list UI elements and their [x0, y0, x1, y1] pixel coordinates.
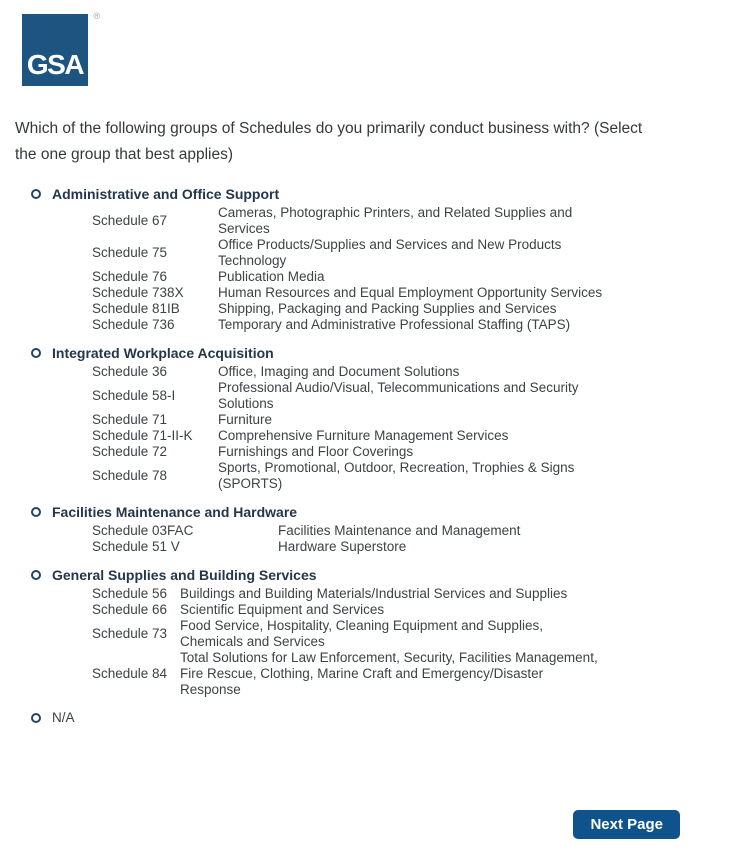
option-row: Integrated Workplace Acquisition	[0, 345, 750, 361]
schedule-code: Schedule 84	[92, 666, 168, 681]
schedule-row: Schedule 78 Sports, Promotional, Outdoor…	[92, 460, 578, 492]
schedule-row: Schedule 75 Office Products/Supplies and…	[92, 237, 602, 269]
schedule-row: Schedule 56 Buildings and Building Mater…	[92, 586, 598, 602]
footer: Next Page	[0, 810, 750, 839]
gsa-logo-square: GSA	[22, 14, 88, 86]
schedule-row: Schedule 36 Office, Imaging and Document…	[92, 364, 578, 380]
schedule-code: Schedule 36	[92, 364, 168, 379]
schedule-code: Schedule 736	[92, 317, 175, 332]
schedule-code: Schedule 03FAC	[92, 523, 194, 538]
radio-integrated-workplace[interactable]	[31, 348, 41, 358]
group-label: Facilities Maintenance and Hardware	[52, 504, 298, 520]
schedule-desc: Human Resources and Equal Employment Opp…	[218, 285, 603, 300]
schedule-row: Schedule 81IB Shipping, Packaging and Pa…	[92, 301, 602, 317]
schedule-code: Schedule 58-I	[92, 388, 176, 403]
schedule-table: Schedule 56 Buildings and Building Mater…	[92, 586, 598, 698]
schedule-desc: Furnishings and Floor Coverings	[218, 444, 414, 459]
schedule-row: Schedule 51 V Hardware Superstore	[92, 539, 520, 555]
schedule-desc: Publication Media	[218, 269, 325, 284]
schedule-row: Schedule 67 Cameras, Photographic Printe…	[92, 205, 602, 237]
schedule-code: Schedule 66	[92, 602, 168, 617]
schedule-desc: Facilities Maintenance and Management	[278, 523, 521, 538]
schedule-desc: Professional Audio/Visual, Telecommunica…	[218, 380, 579, 411]
radio-facilities[interactable]	[31, 507, 41, 517]
option-row: General Supplies and Building Services	[0, 567, 750, 583]
options-list: Administrative and Office Support Schedu…	[0, 186, 750, 726]
schedule-table: Schedule 03FAC Facilities Maintenance an…	[92, 523, 520, 555]
schedule-desc: Scientific Equipment and Services	[180, 602, 385, 617]
schedule-row: Schedule 71 Furniture	[92, 412, 578, 428]
schedule-row: Schedule 84 Total Solutions for Law Enfo…	[92, 650, 598, 698]
schedule-desc: Furniture	[218, 412, 273, 427]
option-group-general-supplies: General Supplies and Building Services S…	[0, 567, 750, 698]
schedule-code: Schedule 71	[92, 412, 168, 427]
schedule-desc: Sports, Promotional, Outdoor, Recreation…	[218, 460, 575, 491]
schedule-code: Schedule 67	[92, 213, 168, 228]
schedule-code: Schedule 73	[92, 626, 168, 641]
next-page-button[interactable]: Next Page	[573, 810, 680, 839]
option-group-facilities: Facilities Maintenance and Hardware Sche…	[0, 504, 750, 555]
radio-general-supplies[interactable]	[31, 570, 41, 580]
schedule-code: Schedule 51 V	[92, 539, 180, 554]
option-group-integrated-workplace: Integrated Workplace Acquisition Schedul…	[0, 345, 750, 492]
schedule-desc: Buildings and Building Materials/Industr…	[180, 586, 568, 601]
registered-trademark-symbol: ®	[93, 11, 100, 21]
option-group-na: N/A	[0, 710, 750, 726]
schedule-row: Schedule 03FAC Facilities Maintenance an…	[92, 523, 520, 539]
schedule-code: Schedule 56	[92, 586, 168, 601]
option-row: Facilities Maintenance and Hardware	[0, 504, 750, 520]
schedule-code: Schedule 81IB	[92, 301, 180, 316]
schedule-row: Schedule 66 Scientific Equipment and Ser…	[92, 602, 598, 618]
na-label: N/A	[52, 710, 75, 725]
schedule-code: Schedule 71-II-K	[92, 428, 193, 443]
radio-na[interactable]	[31, 713, 41, 723]
schedule-row: Schedule 738X Human Resources and Equal …	[92, 285, 602, 301]
gsa-logo-text: GSA	[26, 49, 85, 80]
schedule-desc: Shipping, Packaging and Packing Supplies…	[218, 301, 557, 316]
schedule-row: Schedule 736 Temporary and Administrativ…	[92, 317, 602, 333]
schedule-desc: Office Products/Supplies and Services an…	[218, 237, 562, 268]
group-label: Administrative and Office Support	[52, 186, 280, 202]
schedule-desc: Hardware Superstore	[278, 539, 407, 554]
schedule-table: Schedule 67 Cameras, Photographic Printe…	[92, 205, 602, 333]
schedule-code: Schedule 72	[92, 444, 168, 459]
schedule-table: Schedule 36 Office, Imaging and Document…	[92, 364, 578, 492]
schedule-desc: Cameras, Photographic Printers, and Rela…	[218, 205, 573, 236]
schedule-code: Schedule 738X	[92, 285, 184, 300]
schedule-row: Schedule 58-I Professional Audio/Visual,…	[92, 380, 578, 412]
schedule-row: Schedule 73 Food Service, Hospitality, C…	[92, 618, 598, 650]
gsa-logo: GSA ®	[22, 11, 100, 86]
group-label: Integrated Workplace Acquisition	[52, 345, 274, 361]
schedule-row: Schedule 76 Publication Media	[92, 269, 602, 285]
schedule-row: Schedule 72 Furnishings and Floor Coveri…	[92, 444, 578, 460]
schedule-code: Schedule 78	[92, 468, 168, 483]
schedule-code: Schedule 75	[92, 245, 168, 260]
schedule-code: Schedule 76	[92, 269, 168, 284]
radio-administrative[interactable]	[31, 189, 41, 199]
group-label: General Supplies and Building Services	[52, 567, 317, 583]
schedule-desc: Temporary and Administrative Professiona…	[218, 317, 571, 332]
schedule-desc: Food Service, Hospitality, Cleaning Equi…	[180, 618, 543, 649]
schedule-desc: Total Solutions for Law Enforcement, Sec…	[180, 650, 598, 697]
schedule-row: Schedule 71-II-K Comprehensive Furniture…	[92, 428, 578, 444]
schedule-desc: Comprehensive Furniture Management Servi…	[218, 428, 509, 443]
question-text: Which of the following groups of Schedul…	[15, 120, 643, 163]
option-group-administrative: Administrative and Office Support Schedu…	[0, 186, 750, 333]
option-row: Administrative and Office Support	[0, 186, 750, 202]
option-row: N/A	[0, 710, 750, 726]
schedule-desc: Office, Imaging and Document Solutions	[218, 364, 460, 379]
